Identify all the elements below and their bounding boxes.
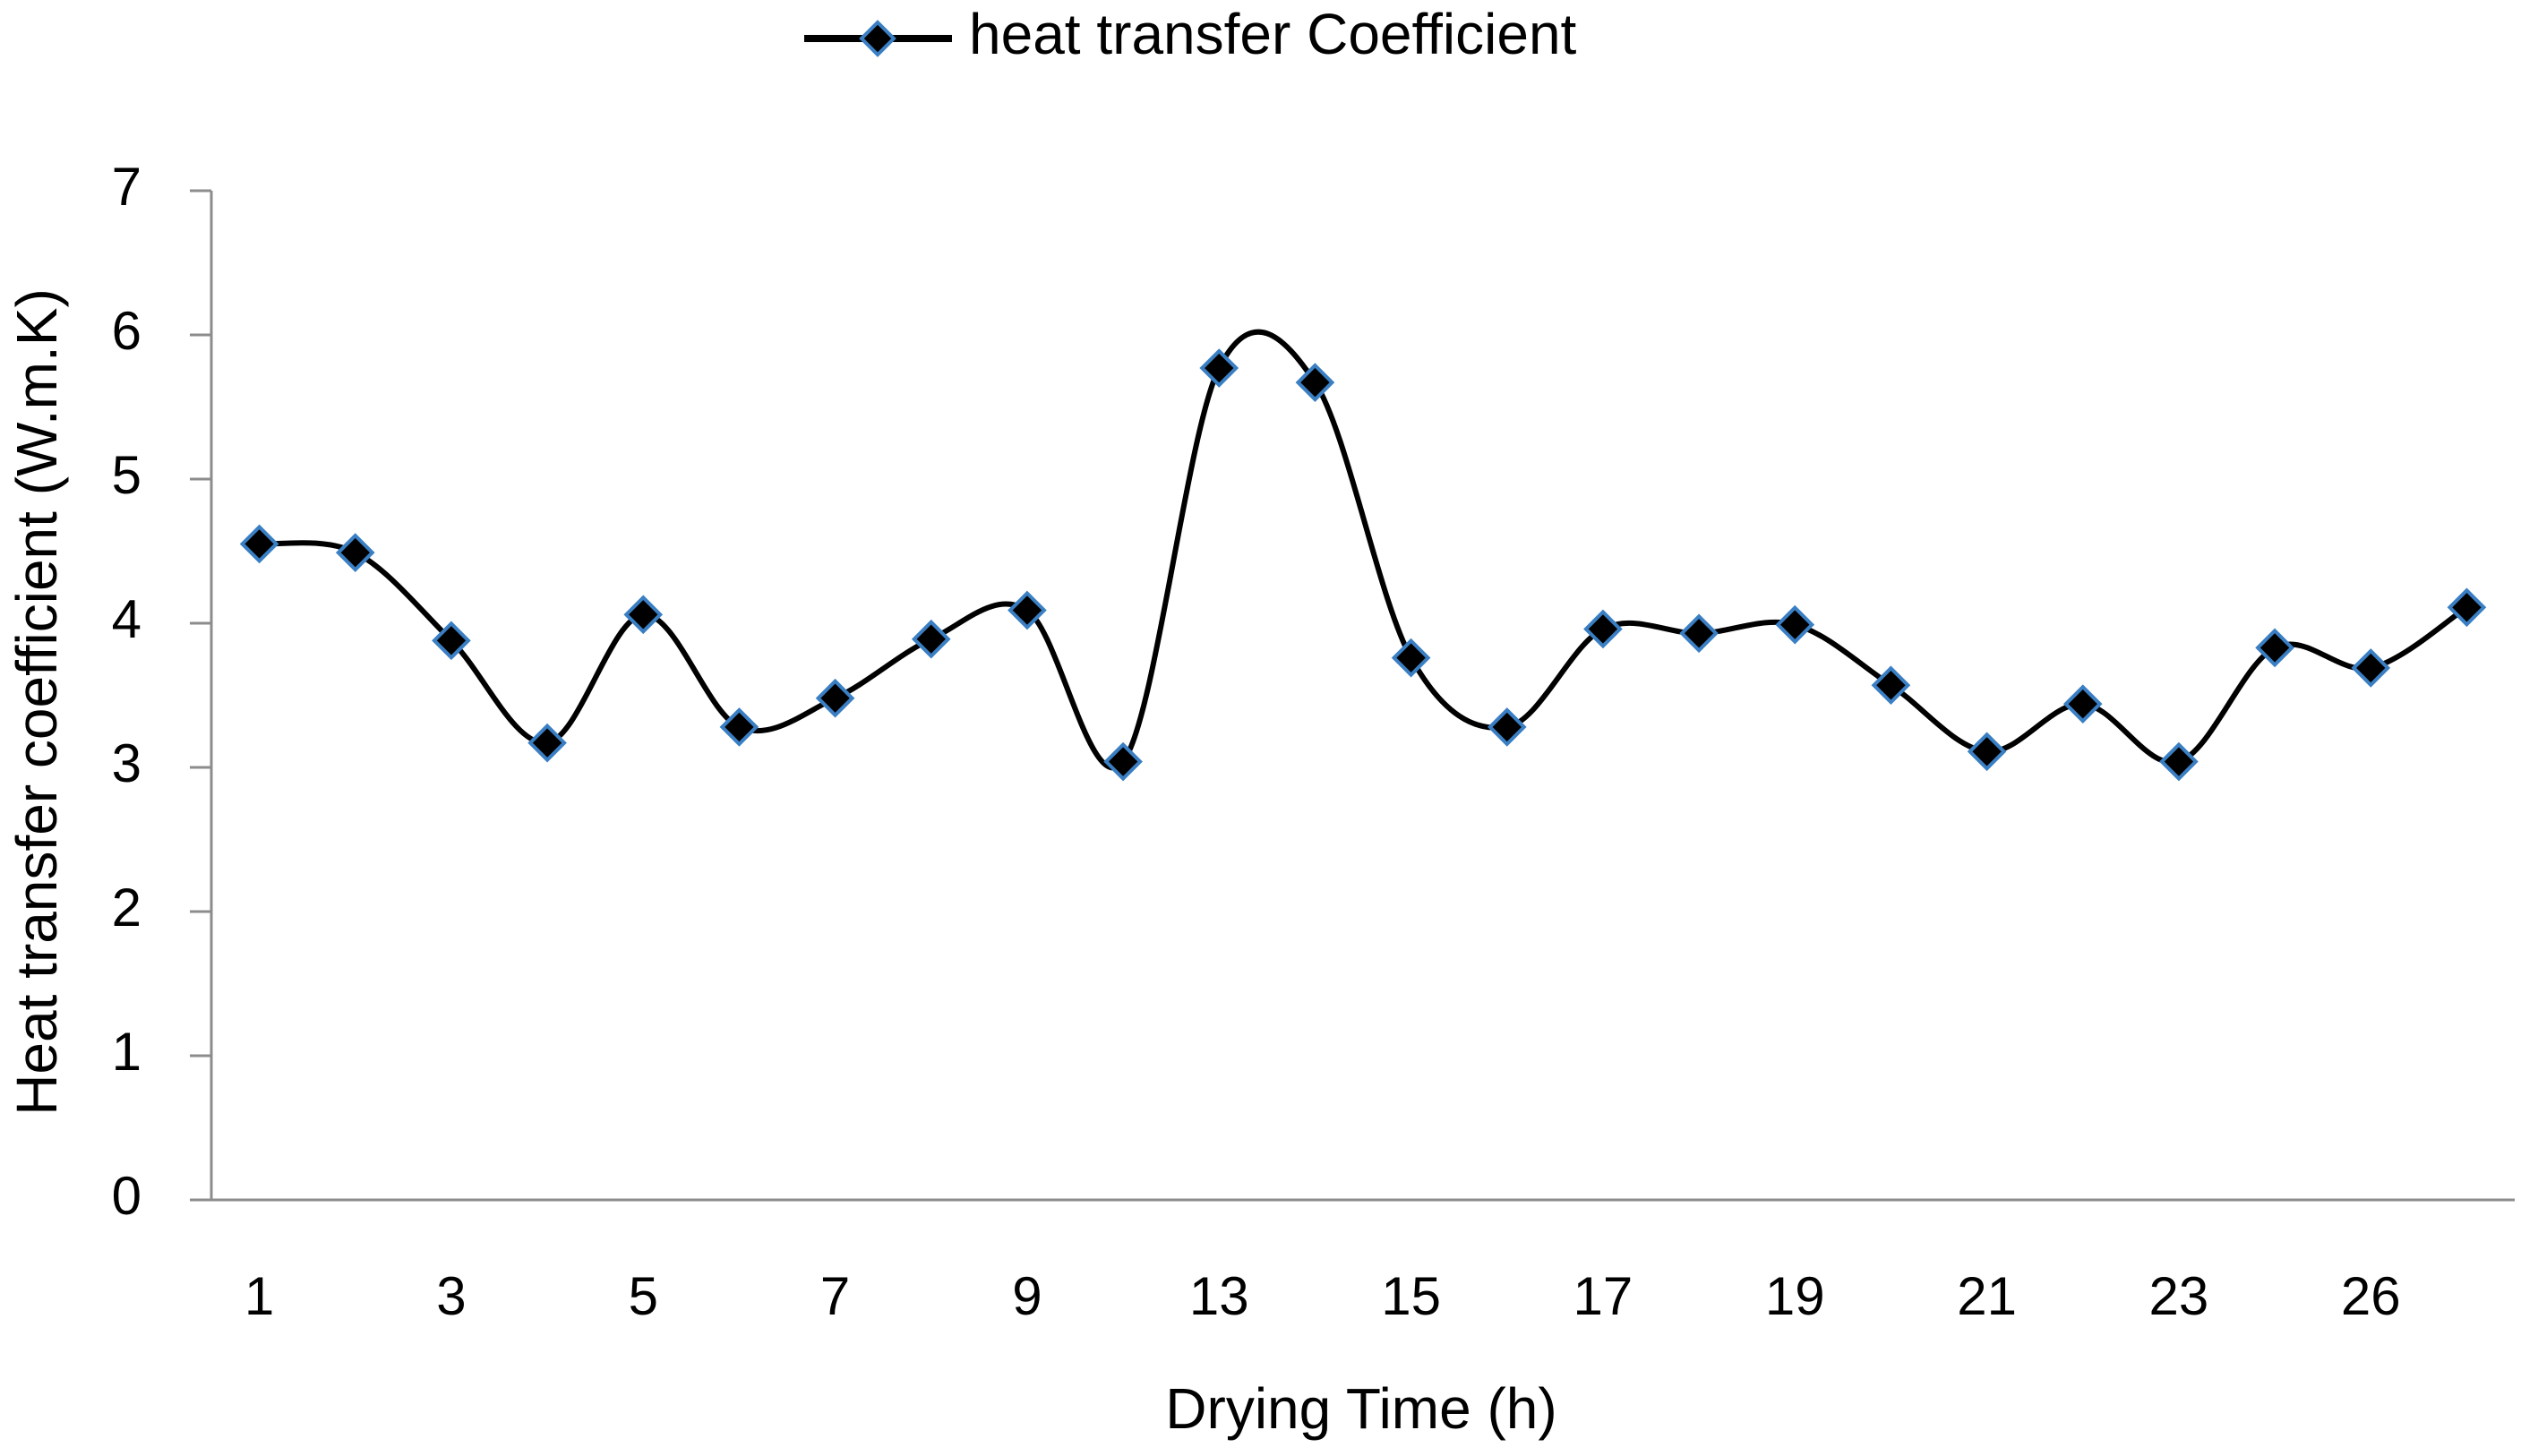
x-tick-label: 5 [629,1266,658,1326]
y-axis-title: Heat transfer coefficient (W.m.K) [4,288,69,1116]
x-axis-title: Drying Time (h) [1165,1376,1556,1441]
data-point-marker [2159,741,2199,782]
data-point-marker [1775,604,1815,645]
axes [210,191,2515,1202]
y-tick-label: 2 [112,878,141,938]
x-tick-label: 19 [1765,1266,1825,1326]
data-point-marker [1583,609,1623,649]
legend: heat transfer Coefficient [804,2,1577,66]
data-point-marker [815,678,855,718]
data-point-marker [719,707,759,747]
x-tick-label: 1 [244,1266,274,1326]
data-point-marker [432,621,471,661]
data-point-marker [335,533,375,572]
data-point-marker [1199,348,1239,388]
data-point-marker [527,723,567,763]
x-tick-label: 9 [1012,1266,1042,1326]
data-point-marker [1391,638,1431,678]
y-tick-label: 6 [112,301,141,361]
y-tick-label: 7 [112,157,141,217]
x-tick-label: 7 [820,1266,850,1326]
y-tick-label: 3 [112,733,141,793]
data-points [239,348,2487,782]
data-point-marker [2255,628,2294,668]
data-point-marker [1871,665,1911,706]
y-tick-label: 1 [112,1022,141,1082]
x-tick-label: 13 [1189,1266,1249,1326]
legend-marker-diamond-icon [859,20,896,57]
x-tick-label: 23 [2149,1266,2209,1326]
data-point-marker [239,524,279,564]
data-point-marker [1487,707,1527,747]
data-point-marker [1967,732,2007,772]
data-point-marker [2351,648,2391,688]
x-tick-label: 17 [1573,1266,1634,1326]
data-point-marker [1295,363,1335,402]
data-point-marker [911,619,951,659]
x-tick-label: 26 [2341,1266,2401,1326]
x-tick-labels: 1 3 5 7 9 13 15 17 19 21 23 26 [244,1266,2401,1326]
data-point-marker [1008,590,1047,630]
data-point-marker [1103,741,1143,782]
data-point-marker [2062,684,2103,724]
y-tick-label: 0 [112,1166,141,1226]
legend-label: heat transfer Coefficient [969,2,1577,66]
series-line [256,329,2470,771]
data-point-marker [623,595,664,635]
x-tick-label: 15 [1381,1266,1441,1326]
y-tick-labels: 0 1 2 3 4 5 6 7 [112,157,211,1226]
y-tick-label: 4 [112,589,141,649]
data-point-marker [1679,613,1719,654]
y-tick-label: 5 [112,445,141,505]
x-tick-label: 21 [1957,1266,2017,1326]
x-tick-label: 3 [436,1266,466,1326]
data-point-marker [2447,587,2487,628]
